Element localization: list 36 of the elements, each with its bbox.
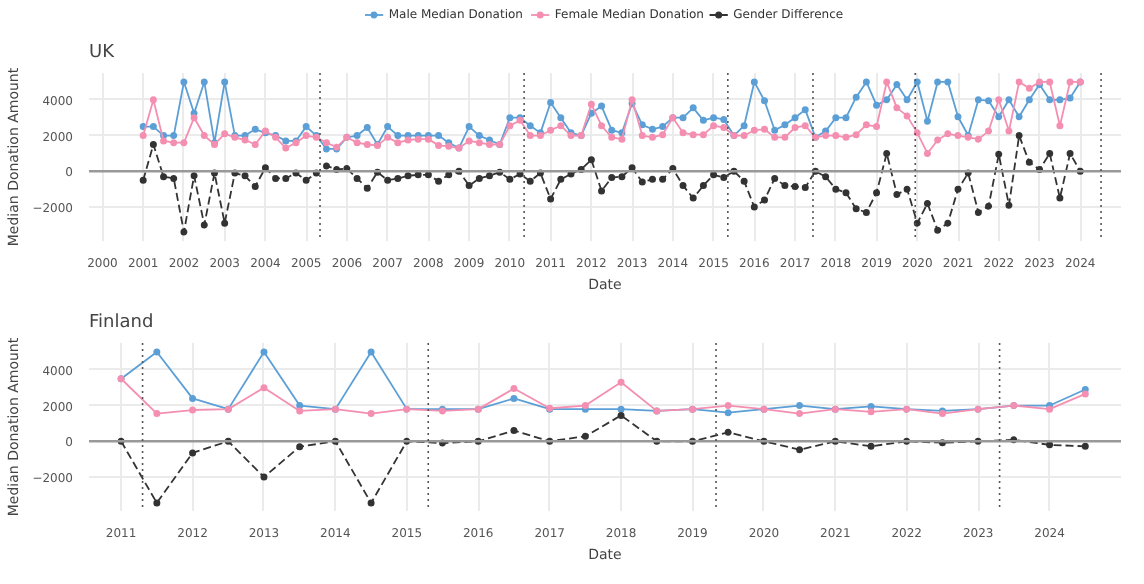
point	[189, 394, 197, 402]
point	[367, 499, 375, 507]
point	[796, 410, 804, 418]
point	[724, 402, 732, 410]
point	[260, 348, 268, 356]
point	[296, 407, 304, 415]
point	[1046, 441, 1054, 449]
point	[367, 348, 375, 356]
point	[724, 409, 732, 417]
point	[581, 432, 589, 440]
point	[296, 443, 304, 451]
point	[510, 394, 518, 402]
point	[296, 402, 304, 410]
point	[189, 406, 197, 414]
point	[867, 442, 875, 450]
point	[867, 402, 875, 410]
chart-title: Finland	[89, 313, 154, 333]
point	[153, 499, 161, 507]
point	[260, 473, 268, 481]
point	[189, 449, 197, 457]
point	[260, 384, 268, 392]
point	[510, 427, 518, 435]
point	[617, 411, 625, 419]
point	[617, 405, 625, 413]
point	[867, 408, 875, 416]
point	[1081, 442, 1089, 450]
point	[1081, 390, 1089, 398]
chart-title: UK	[89, 43, 117, 63]
point	[367, 410, 375, 418]
point	[617, 378, 625, 386]
point	[510, 385, 518, 393]
point	[796, 446, 804, 454]
point	[724, 428, 732, 436]
point	[153, 348, 161, 356]
point	[153, 410, 161, 418]
point	[796, 402, 804, 410]
